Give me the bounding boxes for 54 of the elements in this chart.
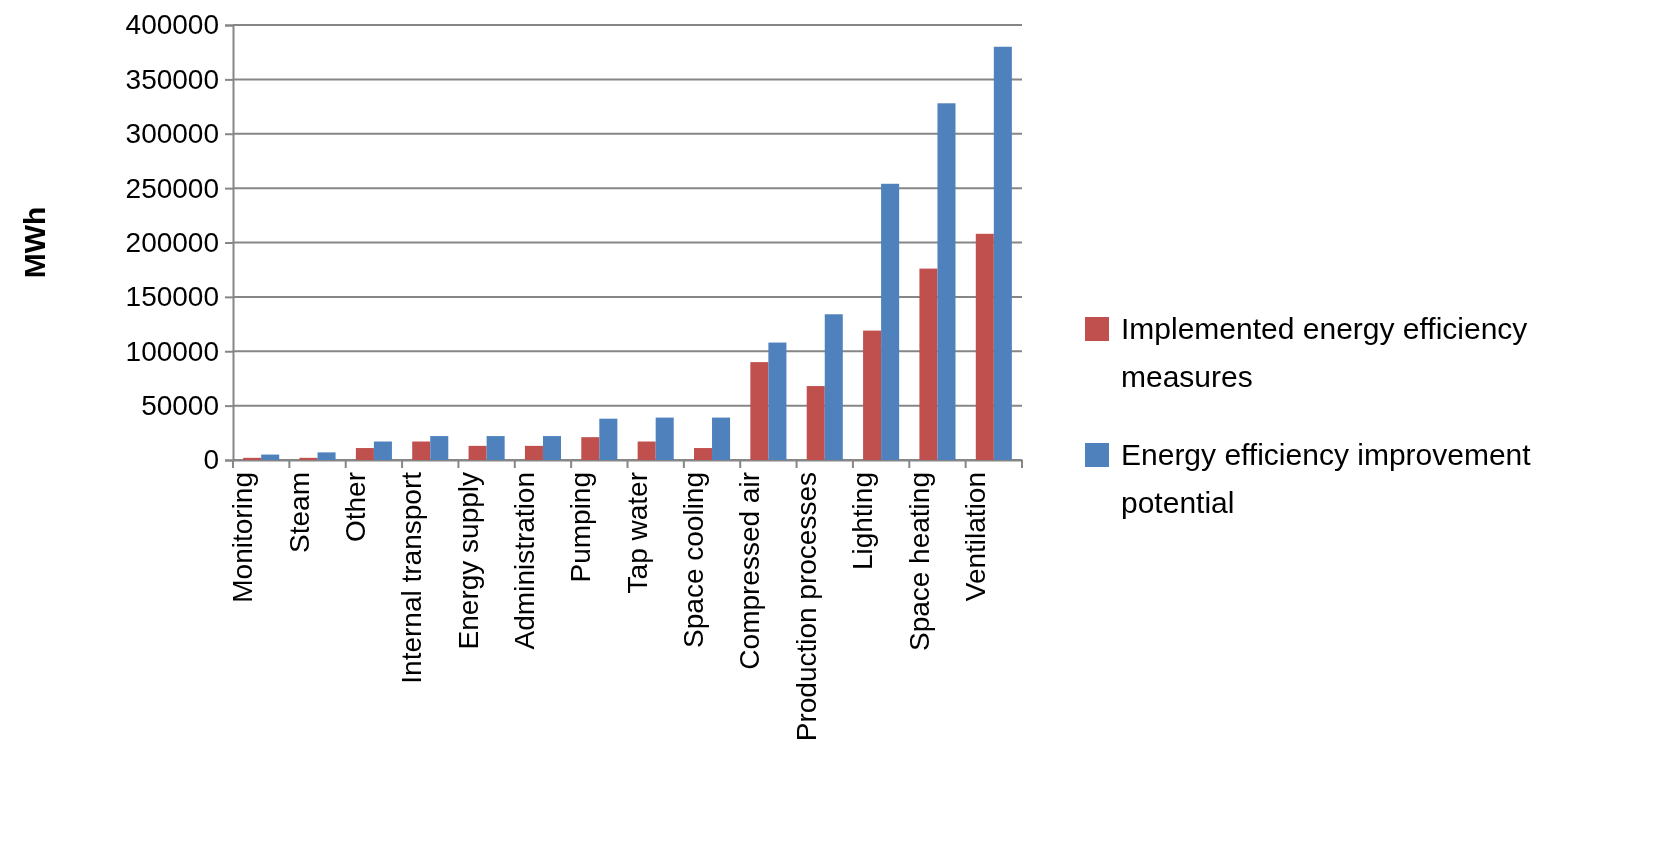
y-tick-label: 300000: [125, 118, 219, 150]
bar: [975, 233, 994, 460]
bar: [993, 46, 1012, 460]
bar: [430, 436, 449, 460]
bar: [486, 436, 505, 460]
x-tick-label: Steam: [283, 472, 315, 553]
bar: [599, 418, 618, 460]
bar: [468, 445, 487, 460]
bar: [824, 314, 843, 460]
x-tick-label: Energy supply: [452, 472, 484, 650]
y-tick-label: 200000: [125, 226, 219, 258]
bar: [637, 441, 656, 460]
x-tick-label: Space cooling: [678, 472, 710, 648]
y-axis-title: MWh: [18, 206, 51, 279]
x-tick-label: Other: [339, 472, 371, 543]
y-tick-label: 150000: [125, 281, 219, 313]
y-tick-label: 50000: [141, 390, 219, 422]
bar: [581, 437, 600, 460]
bar: [806, 386, 825, 460]
bar: [694, 448, 713, 460]
legend-label: Energy efficiency improvement potential: [1121, 438, 1532, 519]
x-tick-label: Compressed air: [734, 472, 766, 670]
bar: [937, 103, 956, 460]
bar: [524, 445, 543, 460]
x-tick-label: Internal transport: [396, 471, 428, 684]
bar: [261, 454, 280, 460]
bar: [299, 457, 318, 460]
x-tick-label: Monitoring: [227, 472, 259, 603]
legend-label: Implemented energy efficiency measures: [1121, 312, 1528, 393]
x-tick-label: Tap water: [621, 472, 653, 594]
x-tick-label: Production processes: [790, 472, 822, 742]
y-tick-label: 400000: [125, 9, 219, 41]
bar: [919, 268, 938, 460]
bar: [317, 452, 336, 460]
y-tick-label: 250000: [125, 172, 219, 204]
bar: [542, 436, 561, 460]
bar: [881, 183, 900, 460]
bar: [750, 362, 769, 460]
x-tick-label: Pumping: [565, 472, 597, 583]
x-tick-label: Ventilation: [959, 472, 991, 602]
bar: [243, 457, 262, 460]
bar: [863, 330, 882, 460]
bar: [412, 441, 431, 460]
x-tick-label: Space heating: [903, 472, 935, 652]
x-tick-label: Lighting: [847, 472, 879, 571]
y-tick-label: 350000: [125, 63, 219, 95]
x-tick-label: Administration: [509, 472, 540, 650]
bar: [768, 342, 787, 460]
bar: [373, 441, 392, 460]
y-tick-label: 0: [203, 444, 219, 476]
bar: [655, 417, 674, 460]
bar: [712, 417, 731, 460]
y-tick-label: 100000: [125, 335, 219, 367]
bar: [355, 448, 374, 460]
